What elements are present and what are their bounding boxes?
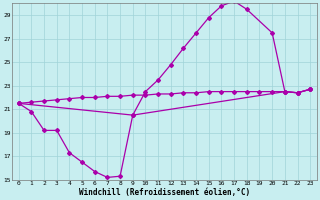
X-axis label: Windchill (Refroidissement éolien,°C): Windchill (Refroidissement éolien,°C) [79,188,250,197]
